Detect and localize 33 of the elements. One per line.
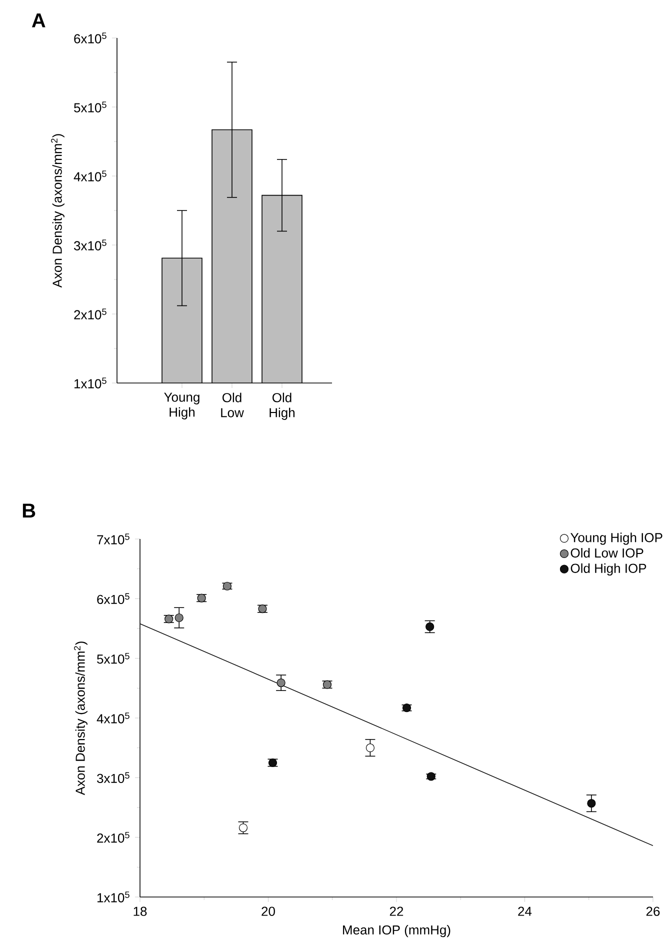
x-tick-label: Old High [270,392,295,420]
y-axis-title: Axon Density (axons/mm$^{2}$) [51,134,64,288]
y-tick-label: 3x10$^{5}$ [97,772,130,784]
point [587,799,596,808]
x-tick-label: 20 [262,906,275,916]
point [276,678,286,688]
legend-label: Old Low IOP [570,548,644,558]
y-tick-label: 4x10$^{5}$ [74,170,106,182]
y-tick-label: 5x10$^{5}$ [97,652,130,664]
x-tick-label: 26 [646,906,660,916]
y-tick-label: 6x10$^{5}$ [97,593,130,604]
point [174,613,184,622]
x-tick-label: Old Low [221,392,244,418]
y-tick-label: 5x10$^{5}$ [74,102,106,112]
point [366,744,374,752]
y-tick-label: 2x10$^{5}$ [74,308,106,320]
y-tick-label: 4x10$^{5}$ [96,712,130,724]
legend-label: Young High IOP [570,532,662,545]
x-tick-label: 22 [390,906,404,916]
chart-title: A [32,14,46,28]
x-tick-label: Young High [164,392,200,420]
x-axis-title: Mean IOP (mmHg) [343,924,450,938]
y-tick-label: 3x10$^{5}$ [74,240,106,250]
y-tick-label: 7x10$^{5}$ [97,534,130,544]
y-tick-label: 2x10$^{5}$ [97,832,130,843]
chart-title: B [22,504,36,518]
y-tick-label: 1x10$^{5}$ [98,892,130,902]
x-tick-label: 24 [518,906,532,916]
y-axis-title: Axon Density (axons/mm$^{2}$) [74,642,88,796]
legend-label: Old High IOP [570,563,646,576]
y-tick-label: 6x10$^{5}$ [74,32,106,44]
y-tick-label: 1x10$^{5}$ [74,378,106,388]
x-tick-label: 18 [134,906,147,916]
